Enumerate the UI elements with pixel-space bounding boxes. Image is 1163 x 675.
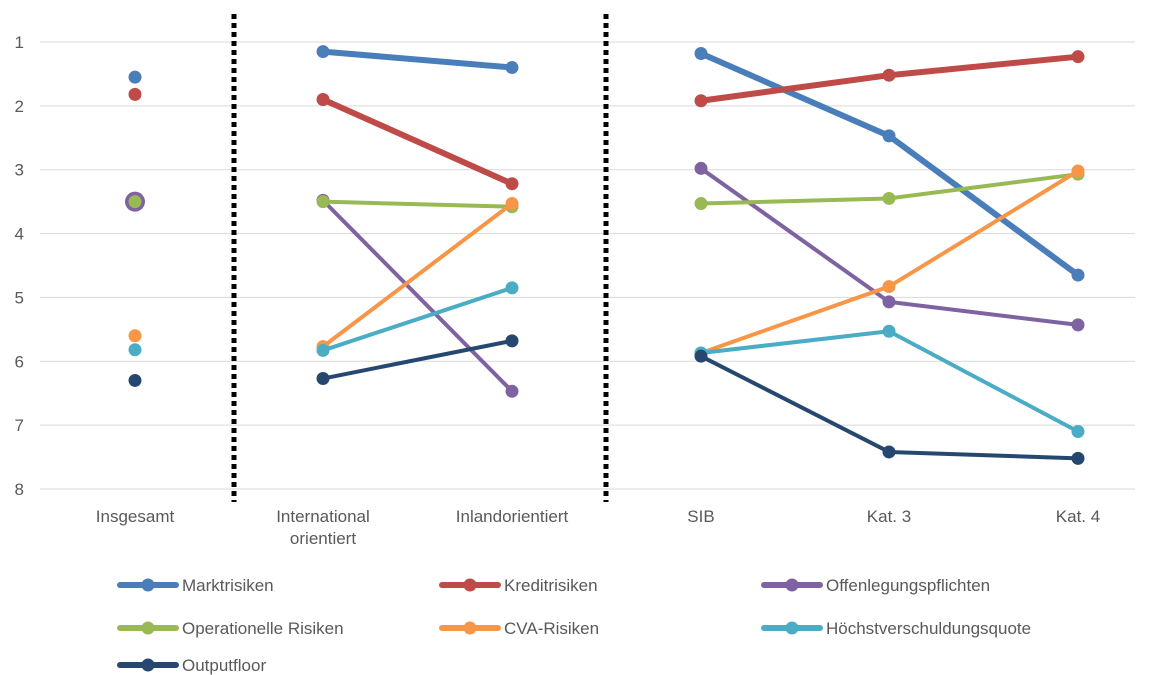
legend-label: Höchstverschuldungsquote	[826, 619, 1031, 638]
data-point	[694, 161, 708, 175]
x-tick-label: SIB	[687, 507, 714, 526]
y-tick-label: 1	[15, 33, 24, 52]
data-point	[694, 349, 708, 363]
series-line	[321, 285, 514, 353]
series-line	[321, 199, 514, 209]
data-point	[128, 70, 142, 84]
data-point	[128, 343, 142, 357]
data-point	[316, 92, 330, 106]
legend-swatch-marker	[785, 621, 799, 635]
series-outputfloor	[128, 334, 1085, 465]
y-tick-label: 5	[15, 288, 24, 307]
legend-swatch-marker	[785, 578, 799, 592]
legend-swatch-marker	[141, 578, 155, 592]
data-point	[505, 61, 519, 75]
data-point	[505, 334, 519, 348]
x-tick-label: Inlandorientiert	[456, 507, 569, 526]
x-tick-label: Kat. 3	[867, 507, 911, 526]
series-h-chstverschuldungsquote	[128, 281, 1085, 439]
data-point	[1071, 50, 1085, 64]
series-line	[699, 329, 1080, 434]
legend-label: Offenlegungspflichten	[826, 576, 990, 595]
legend-swatch-marker	[141, 621, 155, 635]
data-point	[694, 94, 708, 108]
legend-item: Operationelle Risiken	[117, 619, 344, 638]
y-tick-label: 8	[15, 480, 24, 499]
series-marktrisiken	[128, 45, 1085, 282]
data-point	[128, 195, 142, 209]
series-cva-risiken	[128, 164, 1085, 360]
data-point	[505, 177, 519, 191]
legend-item: Höchstverschuldungsquote	[761, 619, 1031, 638]
series-line	[699, 354, 1080, 461]
x-tick-label: Insgesamt	[96, 507, 175, 526]
data-point	[694, 197, 708, 211]
x-tick-label: International orientiert	[276, 507, 370, 548]
data-point	[882, 191, 896, 205]
series-kreditrisiken	[128, 50, 1085, 191]
data-point	[1071, 318, 1085, 332]
data-point	[316, 45, 330, 59]
series-line	[321, 338, 514, 381]
legend-swatch-marker	[463, 621, 477, 635]
data-point	[882, 324, 896, 338]
legend-label: CVA-Risiken	[504, 619, 599, 638]
series-line	[321, 201, 514, 349]
legend-label: Kreditrisiken	[504, 576, 598, 595]
data-point	[1071, 164, 1085, 178]
legend-swatch-marker	[141, 658, 155, 672]
data-point	[505, 197, 519, 211]
x-tick-label: Kat. 4	[1056, 507, 1100, 526]
data-point	[882, 280, 896, 294]
y-axis-tick-labels: 1 2 3 4 5 6 7 8	[15, 33, 24, 499]
data-point	[1071, 451, 1085, 465]
data-point	[505, 384, 519, 398]
data-point	[505, 281, 519, 295]
x-axis-category-labels: Insgesamt International orientiert Inlandor…	[96, 507, 1100, 548]
y-tick-label: 3	[15, 161, 24, 180]
legend-item: CVA-Risiken	[439, 619, 599, 638]
data-point	[128, 373, 142, 387]
data-point	[694, 46, 708, 60]
gridlines	[40, 41, 1135, 490]
data-point	[882, 129, 896, 143]
data-point	[316, 195, 330, 209]
data-point	[882, 295, 896, 309]
data-point	[128, 87, 142, 101]
data-point	[316, 343, 330, 357]
legend: Marktrisiken Kreditrisiken Offenlegungspfl…	[117, 576, 1031, 675]
legend-item: Kreditrisiken	[439, 576, 598, 595]
series-line	[698, 50, 1081, 279]
series-line	[320, 96, 515, 187]
series-lines	[125, 45, 1085, 465]
data-point	[128, 329, 142, 343]
data-point	[1071, 268, 1085, 282]
legend-item: Marktrisiken	[117, 576, 274, 595]
legend-item: Outputfloor	[117, 656, 266, 675]
y-tick-label: 4	[15, 225, 24, 244]
legend-label: Operationelle Risiken	[182, 619, 344, 638]
legend-item: Offenlegungspflichten	[761, 576, 990, 595]
legend-swatch-marker	[463, 578, 477, 592]
series-line	[320, 48, 515, 71]
series-line	[321, 198, 514, 394]
y-tick-label: 7	[15, 416, 24, 435]
y-tick-label: 6	[15, 352, 24, 371]
data-point	[882, 68, 896, 82]
data-point	[316, 372, 330, 386]
y-tick-label: 2	[15, 97, 24, 116]
group-separators	[231, 14, 609, 502]
data-point	[1071, 425, 1085, 439]
legend-label: Outputfloor	[182, 656, 266, 675]
legend-label: Marktrisiken	[182, 576, 274, 595]
data-point	[882, 445, 896, 459]
